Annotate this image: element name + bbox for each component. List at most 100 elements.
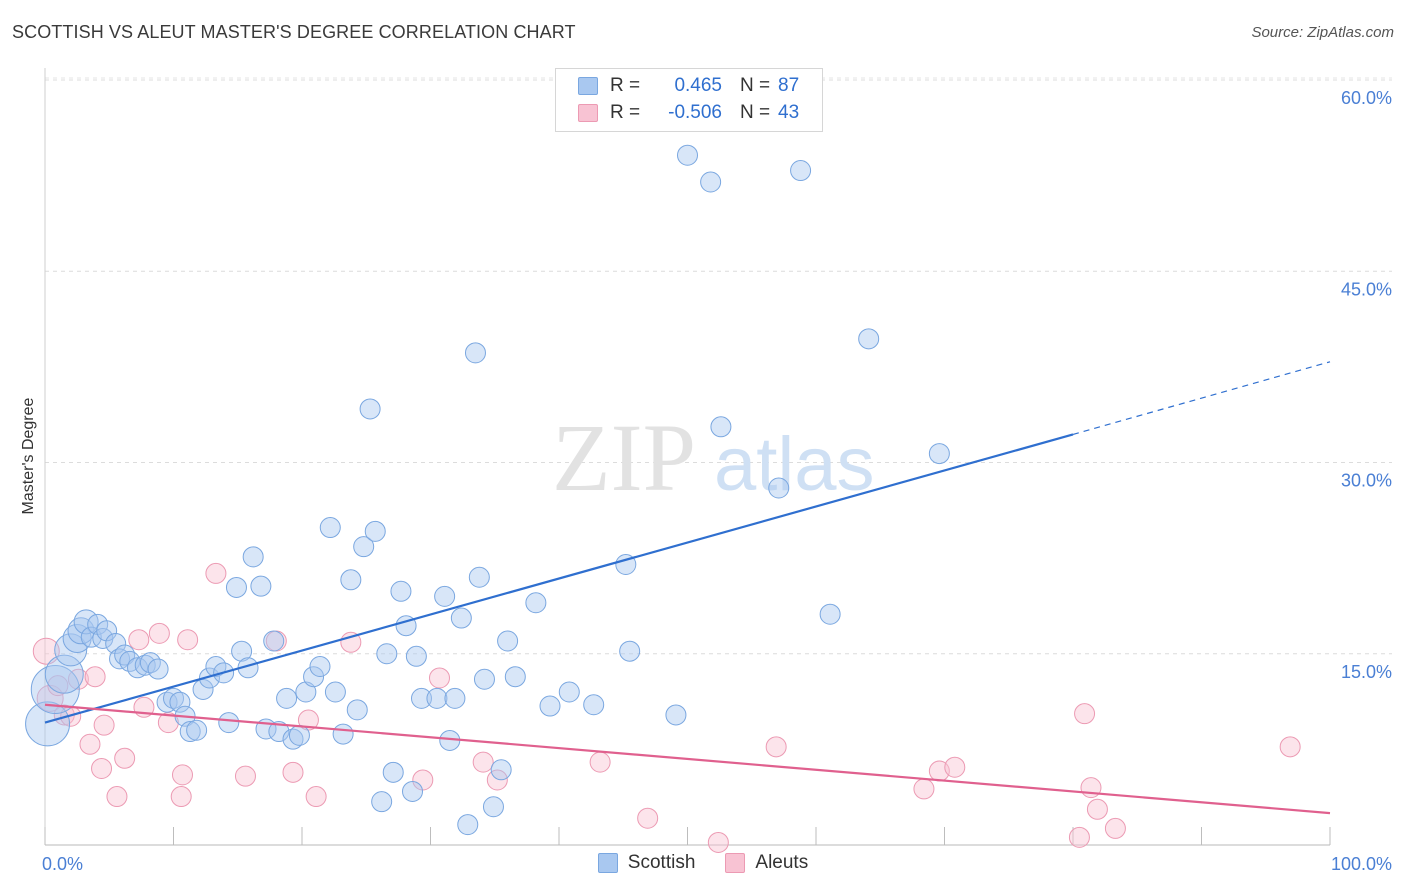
scottish-point: [364, 520, 386, 542]
scottish-points: [25, 144, 950, 836]
legend-swatch-scottish: [578, 77, 598, 95]
scottish-point: [44, 654, 84, 694]
aleut-point: [114, 747, 136, 769]
chart-source: Source: ZipAtlas.com: [1251, 24, 1394, 41]
aleut-point: [472, 751, 494, 773]
scottish-point: [359, 398, 381, 420]
scottish-point: [700, 171, 722, 193]
scottish-point: [332, 723, 354, 745]
scottish-point: [54, 633, 88, 667]
scottish-point: [192, 678, 214, 700]
aleut-point: [1104, 817, 1126, 839]
legend-r-label: R =: [610, 102, 641, 123]
series-legend: Scottish Aleuts: [0, 852, 1406, 874]
scottish-point: [457, 814, 479, 836]
legend-row-scottish: R = 0.465 N = 87: [578, 73, 799, 99]
scottish-point: [504, 666, 526, 688]
aleut-point: [1074, 703, 1096, 725]
watermark-zip: ZIP: [552, 404, 696, 511]
legend-label-aleuts: Aleuts: [755, 852, 809, 873]
scottish-point: [127, 657, 149, 679]
y-tick-labels: 15.0% 30.0% 45.0% 60.0%: [1341, 88, 1392, 682]
aleut-point: [84, 666, 106, 688]
aleut-point: [32, 637, 60, 665]
aleut-point: [1279, 736, 1301, 758]
scottish-point: [179, 721, 201, 743]
aleut-points: [32, 562, 1301, 853]
scottish-point: [309, 656, 331, 677]
aleut-point: [79, 733, 101, 755]
aleut-point: [913, 778, 935, 800]
scottish-point: [497, 630, 519, 652]
legend-item-scottish[interactable]: Scottish: [597, 852, 696, 874]
scottish-point: [583, 694, 605, 716]
legend-label-scottish: Scottish: [627, 852, 696, 873]
scottish-trend-line: [44, 433, 1074, 724]
scottish-point: [473, 668, 495, 690]
legend-r-value: -0.506: [668, 102, 722, 123]
scottish-point: [225, 576, 247, 598]
scottish-point: [819, 603, 841, 625]
scottish-point: [858, 328, 880, 350]
scottish-trend-extension: [1072, 361, 1331, 436]
scottish-point: [156, 691, 178, 713]
scottish-point: [250, 575, 272, 597]
axes: [44, 68, 1331, 846]
legend-n-value: 87: [778, 75, 800, 96]
scottish-point: [468, 566, 490, 588]
aleut-trend-line: [44, 703, 1331, 815]
scottish-point: [324, 681, 346, 703]
scottish-point: [405, 645, 427, 667]
aleut-point: [177, 629, 199, 651]
legend-item-aleuts[interactable]: Aleuts: [725, 852, 808, 874]
scottish-point: [411, 687, 433, 709]
scottish-point: [303, 666, 325, 688]
trend-lines: [44, 361, 1331, 815]
legend-swatch-aleuts: [578, 104, 598, 122]
aleut-point: [47, 675, 69, 697]
aleut-point: [428, 667, 450, 689]
scottish-point: [768, 477, 790, 499]
scottish-point: [390, 580, 412, 602]
scottish-point: [490, 759, 512, 781]
aleut-point: [1086, 798, 1108, 820]
aleut-point: [205, 562, 227, 584]
stats-legend: R = 0.465 N = 87 R = -0.506 N = 43: [555, 68, 823, 132]
legend-r-value: 0.465: [674, 75, 722, 96]
scottish-point: [665, 704, 687, 726]
legend-n-label: N =: [740, 75, 771, 96]
scottish-point: [402, 780, 424, 802]
aleut-point: [171, 764, 193, 786]
aleut-point: [93, 714, 115, 736]
legend-n-value: 43: [778, 102, 800, 123]
scottish-point: [525, 592, 547, 614]
scottish-point: [147, 658, 169, 680]
scottish-point: [710, 416, 732, 438]
aleut-point: [106, 786, 128, 808]
scottish-point: [276, 687, 298, 709]
scottish-point: [619, 640, 641, 662]
legend-row-aleuts: R = -0.506 N = 43: [578, 100, 799, 126]
scottish-point: [558, 681, 580, 703]
legend-swatch-aleuts: [725, 853, 746, 873]
scottish-point: [186, 719, 208, 741]
scottish-point: [163, 687, 184, 709]
gridlines: [45, 77, 1392, 655]
scottish-point: [295, 681, 317, 703]
scottish-point: [464, 342, 486, 364]
scottish-point: [371, 791, 393, 813]
y-tick-label: 45.0%: [1341, 279, 1392, 299]
scottish-point: [790, 160, 812, 182]
scottish-point: [444, 687, 466, 709]
aleut-point: [765, 736, 787, 758]
scottish-point: [928, 443, 950, 465]
scottish-point: [268, 721, 290, 743]
aleut-point: [944, 756, 966, 778]
x-tick-label: 100.0%: [1331, 854, 1392, 874]
aleut-point: [707, 831, 729, 853]
y-tick-label: 30.0%: [1341, 471, 1392, 491]
scottish-point: [426, 687, 448, 709]
scottish-point: [340, 569, 362, 591]
scottish-point: [169, 691, 191, 713]
